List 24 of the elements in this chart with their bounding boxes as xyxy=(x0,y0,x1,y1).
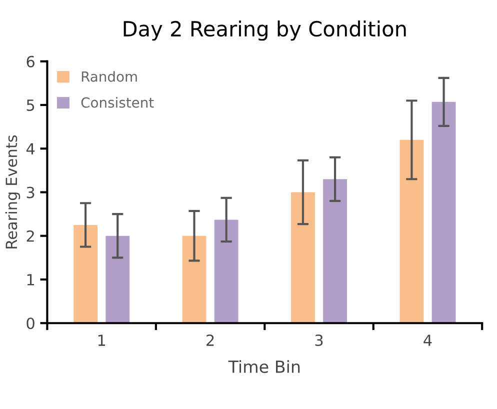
y-axis-title: Rearing Events xyxy=(5,135,20,248)
y-tick-label: 2 xyxy=(26,230,34,242)
x-tick-label: 1 xyxy=(98,334,106,346)
x-tick-label: 4 xyxy=(424,334,432,346)
chart-title: Day 2 Rearing by Condition xyxy=(124,20,406,41)
y-tick-label: 3 xyxy=(26,186,34,198)
y-tick-label: 1 xyxy=(27,274,34,286)
bar xyxy=(182,236,206,324)
bar xyxy=(323,179,348,324)
x-axis-title: Time Bin xyxy=(228,360,300,374)
legend-label: Consistent xyxy=(81,97,154,108)
bar xyxy=(214,220,238,324)
bar xyxy=(74,224,98,324)
x-tick-label: 2 xyxy=(206,334,214,346)
y-tick-label: 4 xyxy=(26,143,35,154)
y-tick-label: 5 xyxy=(26,100,34,111)
bar xyxy=(291,192,315,324)
y-tick-label: 0 xyxy=(26,318,34,330)
legend-label: Random xyxy=(82,71,137,82)
y-tick-label: 6 xyxy=(26,56,34,68)
bar xyxy=(432,102,456,324)
bar xyxy=(400,140,424,324)
bar xyxy=(106,236,130,324)
x-tick-label: 3 xyxy=(315,334,323,346)
